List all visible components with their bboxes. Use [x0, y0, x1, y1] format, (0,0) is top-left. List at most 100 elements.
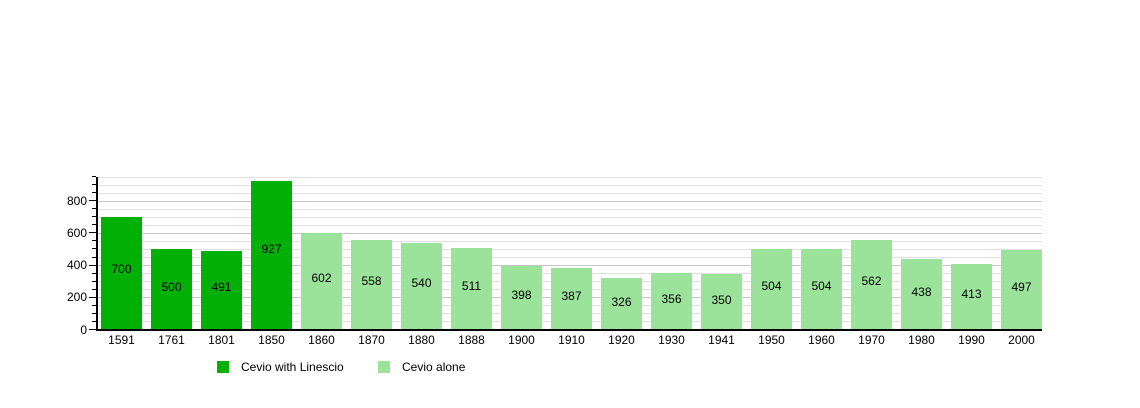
- y-axis-tick-label: 400: [66, 258, 87, 273]
- y-axis-tick: [92, 192, 96, 194]
- x-axis-tick-label: 1950: [758, 333, 785, 347]
- x-axis-tick-label: 1850: [258, 333, 285, 347]
- gridline: [98, 184, 1042, 186]
- gridline: [98, 200, 1042, 202]
- y-axis-tick: [92, 320, 96, 322]
- y-axis-tick-label: 800: [66, 193, 87, 208]
- bar-value-label: 387: [561, 289, 582, 304]
- x-axis-tick-label: 1970: [858, 333, 885, 347]
- bar-1990: 413: [951, 263, 992, 330]
- bar-value-label: 700: [111, 262, 132, 277]
- x-axis-tick-label: 2000: [1008, 333, 1035, 347]
- bar-value-label: 491: [211, 280, 232, 295]
- y-axis-tick: [92, 224, 96, 226]
- bar-value-label: 504: [811, 279, 832, 294]
- bar-1761: 500: [151, 249, 192, 330]
- gridline: [98, 176, 1042, 178]
- legend-swatch-cevio-alone: [378, 361, 390, 373]
- gridline: [98, 208, 1042, 210]
- gridline: [98, 192, 1042, 194]
- bar-value-label: 562: [861, 274, 882, 289]
- bar-2000: 497: [1001, 249, 1042, 330]
- y-axis-tick: [89, 329, 96, 330]
- x-axis-tick-label: 1980: [908, 333, 935, 347]
- legend-item-cevio-alone: Cevio alone: [378, 361, 465, 373]
- plot-area: 700 500 491 927 602 558 540 511 398 387 326 356 350 5…: [98, 176, 1042, 330]
- x-axis-tick-label: 1990: [958, 333, 985, 347]
- bar-value-label: 511: [461, 278, 482, 293]
- y-axis-tick-label: 0: [80, 322, 87, 337]
- legend-item-cevio-with-linescio: Cevio with Linescio: [217, 361, 344, 373]
- legend-label: Cevio alone: [402, 360, 466, 374]
- bar-1591: 700: [101, 217, 142, 330]
- y-axis-tick: [92, 248, 96, 250]
- bar-1801: 491: [201, 250, 242, 330]
- x-axis-tick-label: 1591: [108, 333, 135, 347]
- bar-1850: 927: [251, 180, 292, 330]
- y-axis-tick: [92, 208, 96, 210]
- x-axis-tick-label: 1880: [408, 333, 435, 347]
- bar-1920: 326: [601, 277, 642, 330]
- x-axis-tick-label: 1920: [608, 333, 635, 347]
- x-axis-tick-label: 1930: [658, 333, 685, 347]
- bar-1880: 540: [401, 243, 442, 330]
- y-axis-line: [96, 177, 98, 330]
- bar-1900: 398: [501, 265, 542, 330]
- y-axis-tick: [92, 280, 96, 282]
- x-axis-tick-label: 1801: [208, 333, 235, 347]
- bar-value-label: 927: [261, 242, 282, 257]
- bar-value-label: 356: [661, 292, 682, 307]
- y-axis-tick: [89, 200, 96, 202]
- x-axis-tick-label: 1910: [558, 333, 585, 347]
- bar-value-label: 500: [161, 279, 182, 294]
- x-axis-line: [96, 329, 1042, 331]
- y-axis-tick: [92, 216, 96, 218]
- bar-1980: 438: [901, 259, 942, 330]
- bar-1950: 504: [751, 248, 792, 330]
- gridline: [98, 265, 1042, 267]
- y-axis-tick: [89, 296, 96, 298]
- y-axis-tick-label: 200: [66, 290, 87, 305]
- bar-1960: 504: [801, 248, 842, 330]
- gridline: [98, 232, 1042, 234]
- x-axis-tick-label: 1900: [508, 333, 535, 347]
- y-axis-tick: [92, 272, 96, 274]
- bar-value-label: 558: [361, 274, 382, 289]
- y-axis-tick: [89, 232, 96, 234]
- bar-value-label: 350: [711, 292, 732, 307]
- gridline: [98, 240, 1042, 242]
- x-axis-tick-label: 1888: [458, 333, 485, 347]
- bar-1941: 350: [701, 273, 742, 330]
- x-axis-tick-label: 1960: [808, 333, 835, 347]
- y-axis-tick: [92, 312, 96, 314]
- bar-value-label: 540: [411, 276, 432, 291]
- x-axis-tick-label: 1761: [158, 333, 185, 347]
- bar-1860: 602: [301, 233, 342, 330]
- x-axis-tick-label: 1870: [358, 333, 385, 347]
- gridline: [98, 257, 1042, 259]
- bar-1970: 562: [851, 239, 892, 330]
- bar-value-label: 413: [961, 287, 982, 302]
- y-axis-tick: [92, 176, 96, 177]
- bar-1910: 387: [551, 267, 592, 330]
- y-axis-tick: [92, 304, 96, 306]
- gridline: [98, 248, 1042, 250]
- y-axis-tick: [92, 184, 96, 186]
- legend-label: Cevio with Linescio: [241, 360, 344, 374]
- x-axis-tick-label: 1860: [308, 333, 335, 347]
- legend-swatch-cevio-with-linescio: [217, 361, 229, 373]
- y-axis-tick: [92, 288, 96, 290]
- bar-value-label: 438: [911, 284, 932, 299]
- x-axis-tick-label: 1941: [708, 333, 735, 347]
- bar-1930: 356: [651, 272, 692, 330]
- bar-value-label: 398: [511, 288, 532, 303]
- bar-1888: 511: [451, 247, 492, 330]
- bar-value-label: 602: [311, 270, 332, 285]
- y-axis-tick: [89, 264, 96, 266]
- gridline: [98, 224, 1042, 226]
- y-axis-tick: [92, 240, 96, 242]
- gridline: [98, 216, 1042, 218]
- y-axis-tick: [92, 256, 96, 258]
- y-axis-tick-label: 600: [66, 225, 87, 240]
